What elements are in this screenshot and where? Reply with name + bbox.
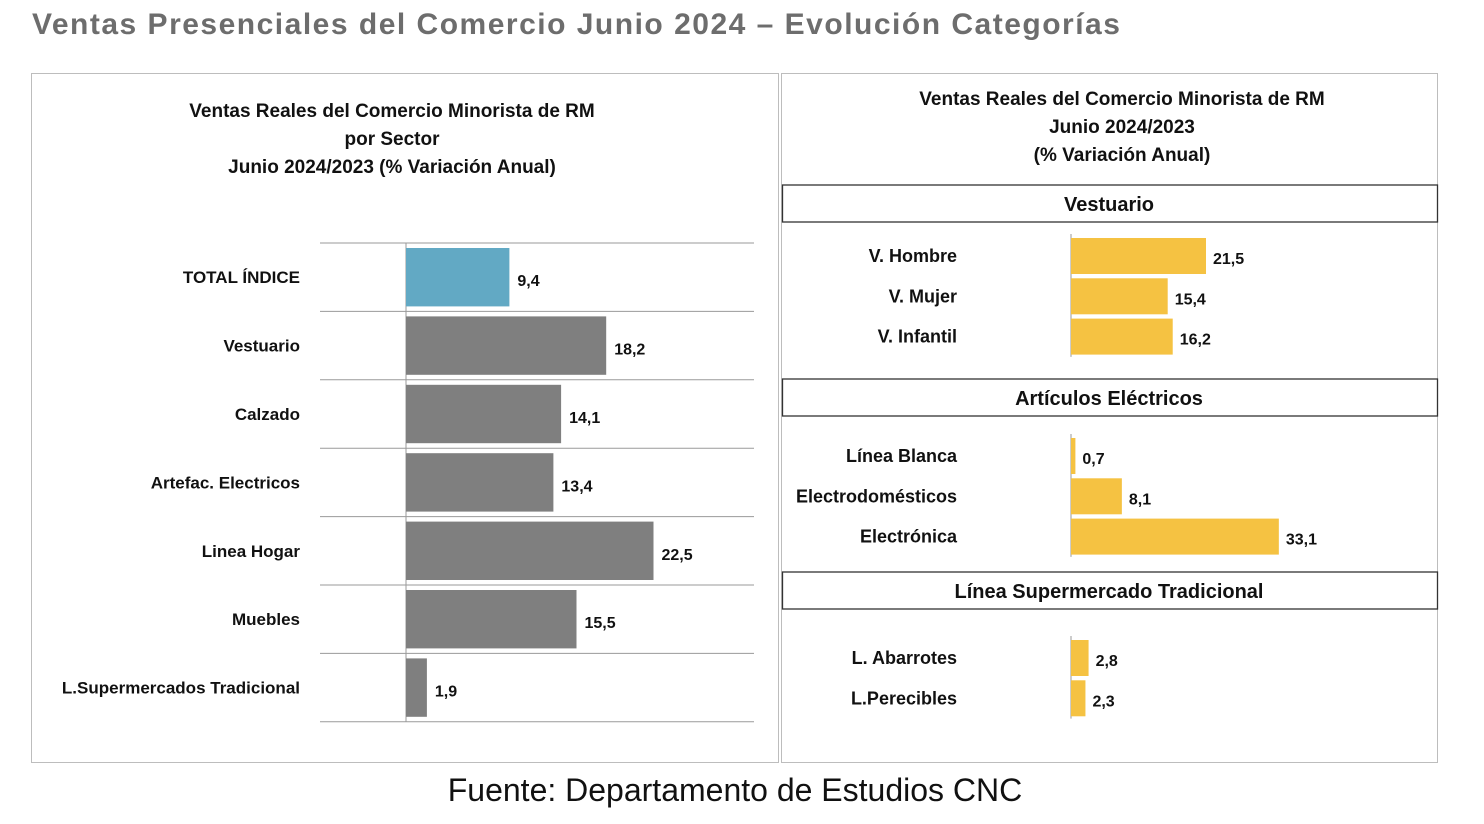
bar-l-supermercados-tradicional [406,658,427,717]
category-label-v-hombre: V. Hombre [869,246,957,266]
category-chart-title-line-3: (% Variación Anual) [1033,145,1211,166]
page-title: Ventas Presenciales del Comercio Junio 2… [32,8,1122,41]
sector-chart-plot: TOTAL ÍNDICE 9,4 Vestuario 18,2 Calzado 14,1 A… [62,242,754,723]
category-chart-title-line-1: Ventas Reales del Comercio Minorista de … [919,89,1325,110]
category-label-vestuario: Vestuario [223,337,300,356]
category-label-artefac-electricos: Artefac. Electricos [151,473,300,492]
value-label-calzado: 14,1 [569,410,600,427]
category-label-electrodomesticos: Electrodomésticos [796,486,957,506]
category-label-l-abarrotes: L. Abarrotes [852,648,957,668]
category-chart-title: Ventas Reales del Comercio Minorista de … [782,86,1462,170]
bar-linea-blanca [1071,438,1076,474]
category-label-v-infantil: V. Infantil [878,327,957,347]
value-label-electrodomesticos: 8,1 [1129,491,1151,508]
bar-calzado [406,384,562,444]
bar-v-hombre [1071,238,1206,274]
value-label-vestuario: 18,2 [614,342,645,359]
value-label-linea-blanca: 0,7 [1082,451,1104,468]
sector-chart-title-line-1: Ventas Reales del Comercio Minorista de … [189,101,595,122]
group-header-vestuario [781,184,1439,223]
value-label-l-supermercados-tradicional: 1,9 [435,684,457,701]
category-label-electronica: Electrónica [860,527,958,547]
group-header-linea-supermercado-tradicional [781,571,1439,610]
bar-electrodomesticos [1071,478,1122,515]
sector-chart-title-line-3: Junio 2024/2023 (% Variación Anual) [228,157,556,178]
value-label-electronica: 33,1 [1286,532,1317,549]
group-title-linea-supermercado-tradicional: Línea Supermercado Tradicional [955,581,1264,603]
value-label-v-infantil: 16,2 [1180,332,1211,349]
category-label-l-supermercados-tradicional: L.Supermercados Tradicional [62,679,300,698]
category-label-calzado: Calzado [235,405,300,424]
value-label-linea-hogar: 22,5 [662,547,693,564]
group-header-articulos-electricos [781,378,1439,417]
sector-chart-title: Ventas Reales del Comercio Minorista de … [32,98,752,182]
value-label-total-indice: 9,4 [517,273,539,290]
group-title-articulos-electricos: Artículos Eléctricos [1015,388,1203,410]
category-chart-title-line-2: Junio 2024/2023 [1049,117,1195,138]
bar-total-indice [406,248,510,307]
value-label-l-perecibles: 2,3 [1092,693,1114,710]
bar-muebles [406,590,577,649]
group-title-vestuario: Vestuario [1064,194,1154,216]
category-chart-plot: Vestuario V. Hombre 21,5 V. Mujer 15,4 V. Inf… [781,184,1439,719]
bar-artefac-electricos [406,453,554,512]
bar-linea-hogar [406,521,654,580]
category-label-linea-blanca: Línea Blanca [846,446,958,466]
bar-v-mujer [1071,278,1168,315]
source-note: Fuente: Departamento de Estudios CNC [447,772,1023,808]
sector-chart-title-line-2: por Sector [344,129,440,150]
value-label-l-abarrotes: 2,8 [1096,653,1118,670]
category-label-total-indice: TOTAL ÍNDICE [183,268,300,287]
bar-electronica [1071,518,1279,555]
bar-v-infantil [1071,318,1173,355]
sector-chart-panel: Ventas Reales del Comercio Minorista de … [31,73,779,763]
value-label-muebles: 15,5 [585,615,616,632]
category-label-v-mujer: V. Mujer [889,286,957,306]
category-chart-panel: Ventas Reales del Comercio Minorista de … [781,73,1439,763]
bar-l-abarrotes [1071,640,1089,676]
value-label-v-mujer: 15,4 [1175,291,1206,308]
value-label-v-hombre: 21,5 [1213,251,1244,268]
category-label-linea-hogar: Linea Hogar [202,542,301,561]
category-label-muebles: Muebles [232,610,300,629]
category-label-l-perecibles: L.Perecibles [851,688,957,708]
bar-l-perecibles [1071,680,1086,717]
bar-vestuario [406,316,607,375]
value-label-artefac-electricos: 13,4 [561,478,592,495]
